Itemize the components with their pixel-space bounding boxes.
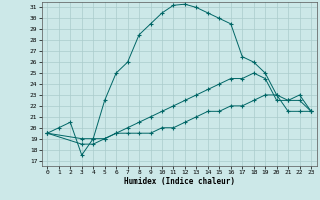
X-axis label: Humidex (Indice chaleur): Humidex (Indice chaleur) — [124, 177, 235, 186]
